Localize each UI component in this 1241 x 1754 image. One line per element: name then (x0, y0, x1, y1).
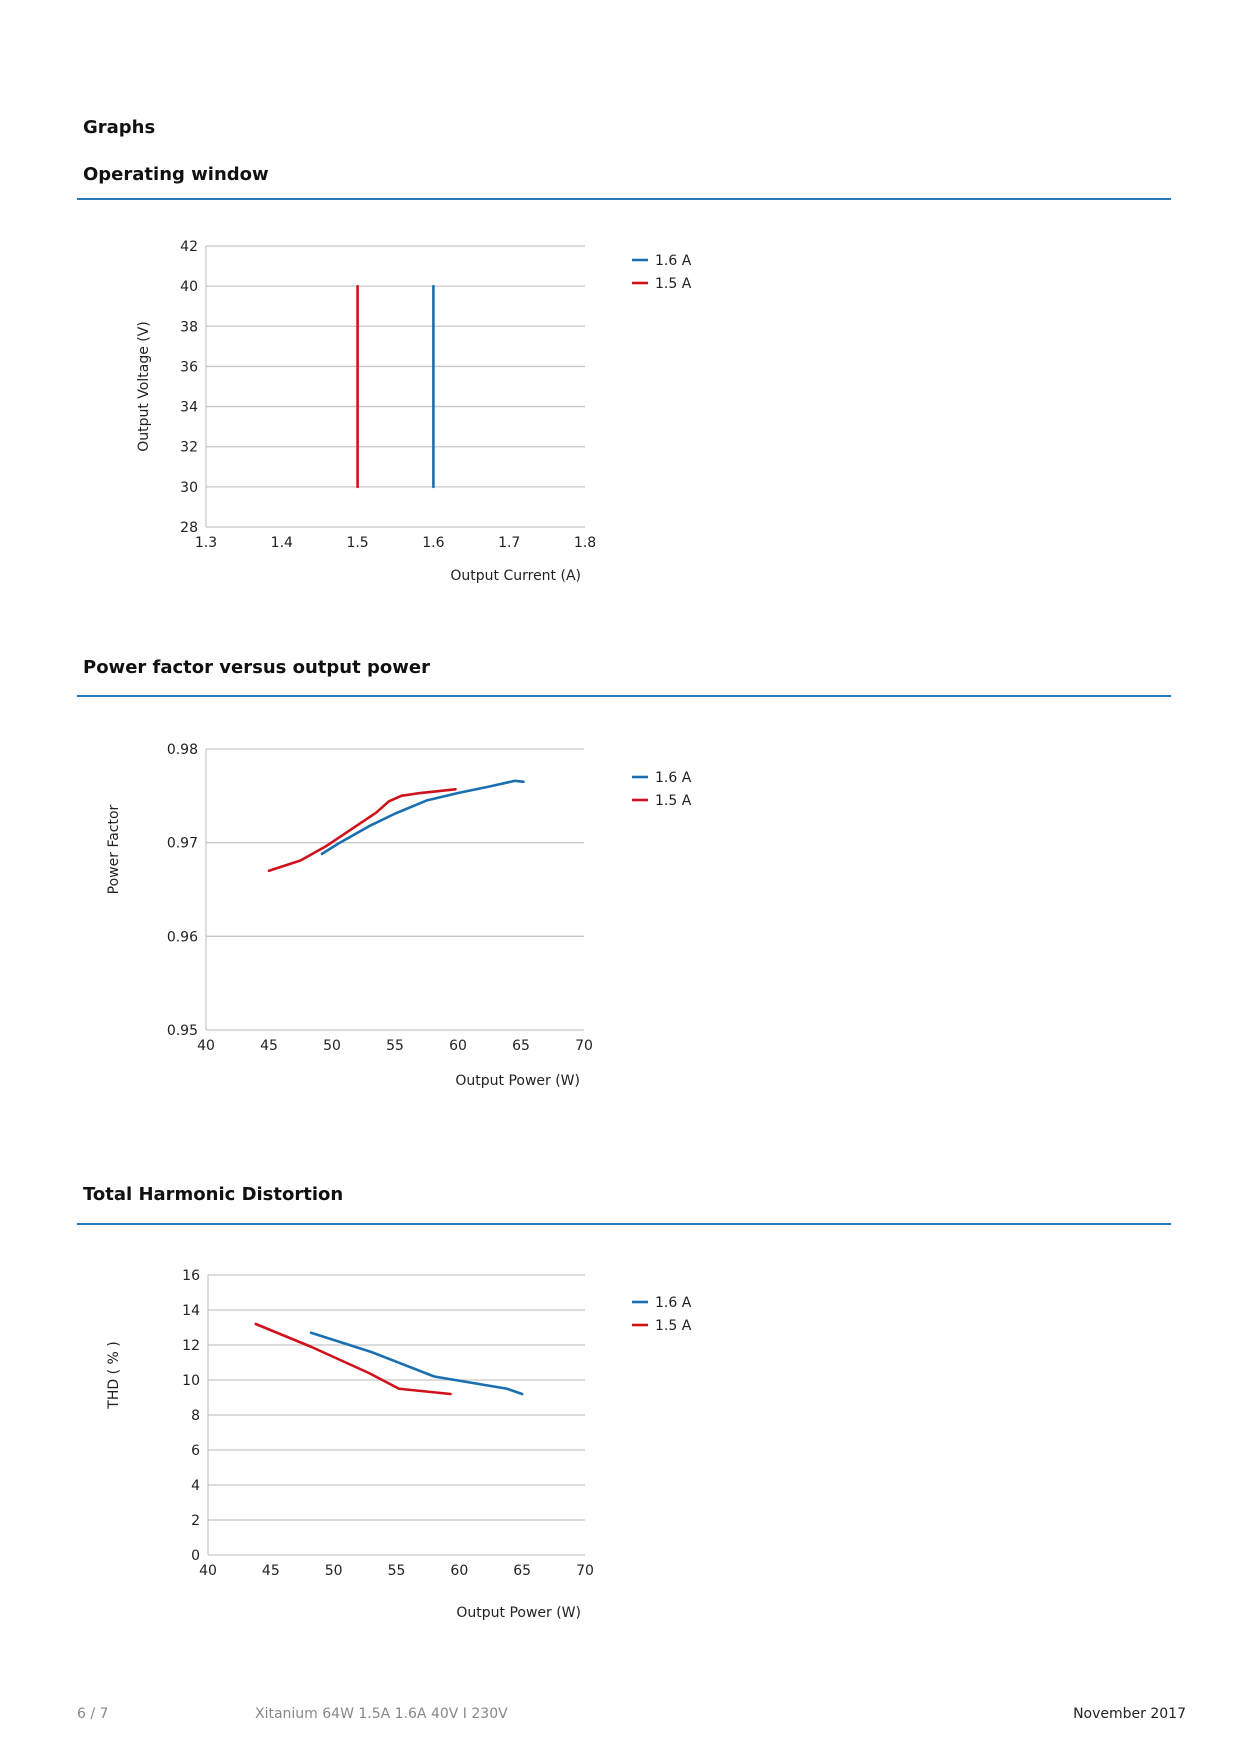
x-axis-label: Output Power (W) (455, 1073, 580, 1089)
chart-title-thd: Total Harmonic Distortion (83, 1184, 344, 1205)
x-tick-label: 70 (576, 1563, 594, 1579)
y-tick-label: 16 (182, 1268, 200, 1284)
x-tick-label: 45 (262, 1563, 280, 1579)
x-tick-label: 1.8 (574, 535, 596, 551)
x-tick-label: 50 (325, 1563, 343, 1579)
y-axis-label: THD ( % ) (106, 1341, 122, 1409)
x-tick-label: 50 (323, 1038, 341, 1054)
y-tick-label: 0.98 (167, 742, 198, 758)
y-tick-label: 4 (191, 1478, 200, 1494)
x-tick-label: 1.6 (422, 535, 444, 551)
section-title: Graphs (83, 117, 156, 138)
series-line-1.6A (320, 779, 525, 856)
y-axis-label: Output Voltage (V) (136, 321, 152, 452)
x-tick-label: 55 (388, 1563, 406, 1579)
x-axis-label: Output Current (A) (450, 568, 581, 584)
legend-label: 1.6 A (655, 770, 692, 786)
x-axis-label: Output Power (W) (456, 1605, 581, 1621)
x-tick-label: 1.3 (195, 535, 217, 551)
legend-label: 1.5 A (655, 276, 692, 292)
x-tick-label: 1.7 (498, 535, 520, 551)
y-tick-label: 28 (180, 520, 198, 536)
y-tick-label: 12 (182, 1338, 200, 1354)
x-tick-label: 65 (512, 1038, 530, 1054)
y-tick-label: 38 (180, 319, 198, 335)
heading-rule (77, 198, 1171, 200)
series-line-1.6A (309, 1331, 524, 1396)
y-tick-label: 10 (182, 1373, 200, 1389)
x-tick-label: 60 (450, 1563, 468, 1579)
y-tick-label: 6 (191, 1443, 200, 1459)
y-tick-label: 30 (180, 480, 198, 496)
y-tick-label: 2 (191, 1513, 200, 1529)
series-line-1.5A (254, 1322, 452, 1396)
x-tick-label: 45 (260, 1038, 278, 1054)
y-tick-label: 0.95 (167, 1023, 198, 1039)
x-tick-label: 1.5 (346, 535, 368, 551)
x-tick-label: 65 (513, 1563, 531, 1579)
y-tick-label: 0 (191, 1548, 200, 1564)
y-tick-label: 8 (191, 1408, 200, 1424)
x-tick-label: 1.4 (271, 535, 293, 551)
x-tick-label: 70 (575, 1038, 593, 1054)
legend-label: 1.6 A (655, 1295, 692, 1311)
y-tick-label: 40 (180, 279, 198, 295)
x-tick-label: 40 (197, 1038, 215, 1054)
legend-label: 1.5 A (655, 1318, 692, 1334)
y-tick-label: 42 (180, 239, 198, 255)
legend-label: 1.6 A (655, 253, 692, 269)
x-tick-label: 60 (449, 1038, 467, 1054)
y-tick-label: 34 (180, 400, 198, 416)
chart-title-operating-window: Operating window (83, 164, 269, 185)
y-tick-label: 0.96 (167, 929, 198, 945)
chart-title-power-factor: Power factor versus output power (83, 657, 430, 678)
x-tick-label: 55 (386, 1038, 404, 1054)
y-tick-label: 0.97 (167, 836, 198, 852)
footer-product: Xitanium 64W 1.5A 1.6A 40V I 230V (255, 1706, 508, 1722)
x-tick-label: 40 (199, 1563, 217, 1579)
y-axis-label: Power Factor (106, 804, 122, 894)
legend-label: 1.5 A (655, 793, 692, 809)
heading-rule (77, 1223, 1171, 1225)
series-line-1.5A (267, 787, 457, 873)
y-tick-label: 14 (182, 1303, 200, 1319)
footer-date: November 2017 (1073, 1706, 1186, 1722)
y-tick-label: 32 (180, 440, 198, 456)
heading-rule (77, 695, 1171, 697)
y-tick-label: 36 (180, 359, 198, 375)
footer-page-number: 6 / 7 (77, 1706, 109, 1722)
